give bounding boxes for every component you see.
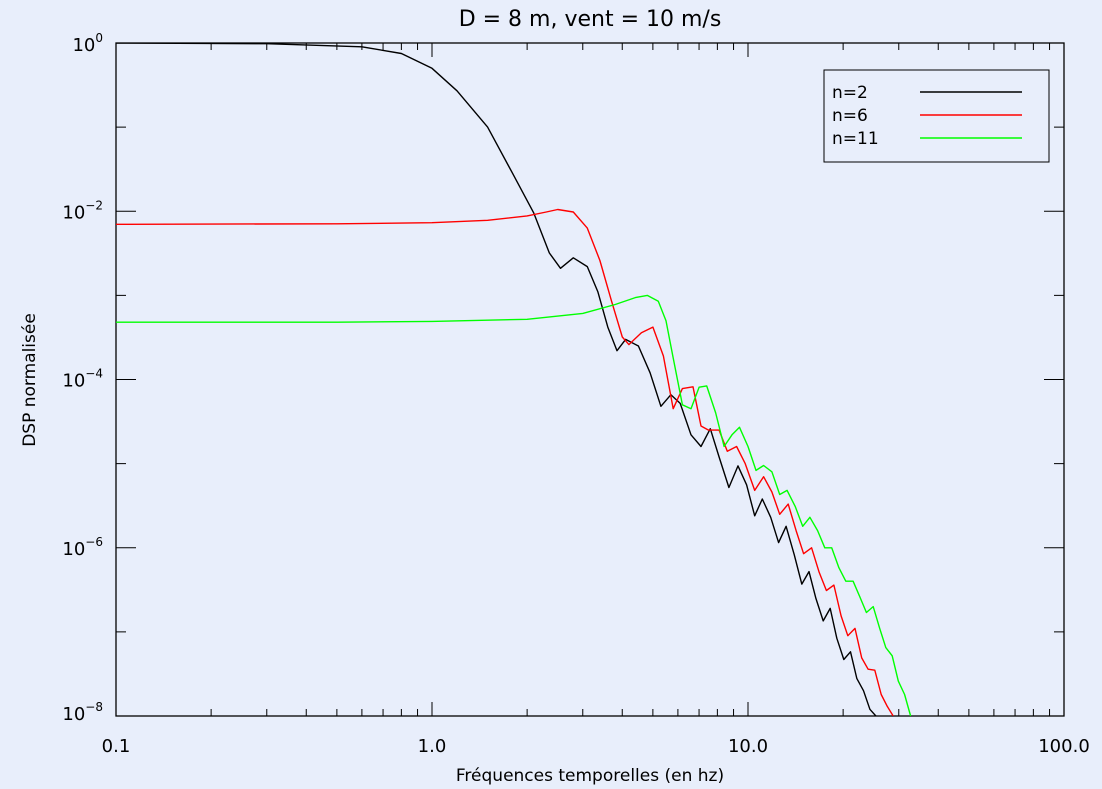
y-tick-base: 10 (62, 539, 85, 560)
plot-frame (115, 42, 1065, 717)
y-tick-base: 10 (72, 35, 95, 56)
y-tick-label: 10−2 (62, 198, 103, 223)
y-tick-exponent: −8 (85, 700, 103, 714)
chart-title: D = 8 m, vent = 10 m/s (459, 7, 722, 32)
legend-box (823, 69, 1050, 163)
x-tick-label: 0.1 (102, 736, 131, 757)
series-line-n=6 (116, 208, 894, 716)
y-tick-base: 10 (62, 704, 85, 725)
x-tick-label: 1.0 (418, 736, 447, 757)
y-tick-label: 10−8 (62, 700, 103, 725)
y-tick-label: 10−6 (62, 535, 103, 560)
y-tick-exponent: 0 (95, 31, 103, 45)
series-line-n=2 (116, 43, 877, 716)
x-tick-label: 100.0 (1038, 736, 1090, 757)
legend-label: n=6 (832, 106, 868, 126)
legend-label: n=11 (832, 129, 879, 149)
legend-label: n=2 (832, 83, 868, 103)
x-axis-label: Fréquences temporelles (en hz) (456, 766, 724, 786)
y-tick-exponent: −4 (85, 367, 103, 381)
y-tick-base: 10 (62, 202, 85, 223)
y-axis-label: DSP normalisée (20, 313, 40, 447)
y-tick-exponent: −6 (85, 535, 103, 549)
ticks-layer (116, 43, 1064, 716)
y-tick-label: 100 (72, 31, 103, 56)
series-layer (116, 43, 912, 716)
y-tick-label: 10−4 (62, 367, 103, 392)
y-tick-base: 10 (62, 371, 85, 392)
x-tick-label: 10.0 (728, 736, 768, 757)
y-tick-exponent: −2 (85, 198, 103, 212)
legend: n=2 n=6 n=11 (823, 69, 1050, 163)
x-tick-labels: 0.1 1.0 10.0 100.0 (102, 736, 1090, 757)
series-line-n=11 (116, 294, 912, 716)
